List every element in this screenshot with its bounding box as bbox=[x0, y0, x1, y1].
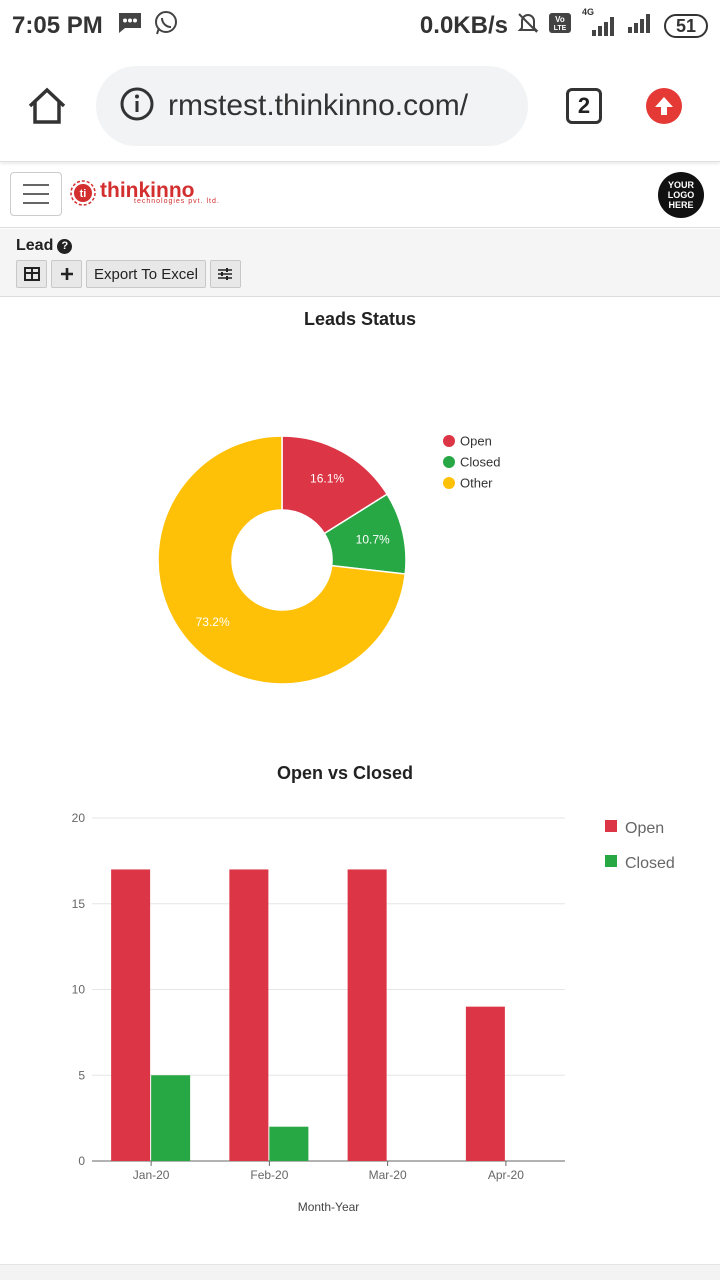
filter-settings-button[interactable] bbox=[209, 260, 241, 288]
x-tick-label: Mar-20 bbox=[369, 1168, 407, 1182]
menu-button[interactable] bbox=[10, 172, 62, 216]
sliders-icon bbox=[218, 268, 233, 280]
legend-label-other[interactable]: Other bbox=[460, 476, 493, 491]
x-tick-label: Apr-20 bbox=[488, 1168, 524, 1182]
brand-sub: technologies pvt. ltd. bbox=[134, 197, 220, 205]
open-vs-closed-title: Open vs Closed bbox=[276, 763, 414, 783]
brand-logo: ti thinkinno technologies pvt. ltd. bbox=[70, 180, 220, 206]
browser-toolbar: rmstest.thinkinno.com/ 2 bbox=[0, 52, 720, 162]
add-lead-button[interactable] bbox=[51, 260, 82, 288]
brand-name: thinkinno bbox=[100, 178, 195, 202]
page-title-text: Lead bbox=[16, 237, 54, 254]
svg-text:Vo: Vo bbox=[555, 15, 565, 24]
legend-marker-open bbox=[605, 820, 617, 832]
x-tick-label: Jan-20 bbox=[133, 1168, 170, 1182]
page-title: Lead ? bbox=[16, 237, 73, 255]
y-tick-label: 5 bbox=[78, 1068, 85, 1082]
bar-closed-feb-20[interactable] bbox=[269, 1126, 309, 1161]
brand-mark-icon: ti bbox=[70, 180, 96, 206]
mute-icon bbox=[516, 11, 540, 42]
page-bottom-strip bbox=[0, 1264, 720, 1280]
app-header: ti thinkinno technologies pvt. ltd. bbox=[0, 166, 720, 228]
legend-label-open[interactable]: Open bbox=[460, 434, 492, 449]
bar-open-jan-20[interactable] bbox=[111, 869, 151, 1161]
help-icon[interactable]: ? bbox=[57, 238, 73, 254]
signal-icon bbox=[626, 10, 656, 43]
pie-value-label: 73.2% bbox=[196, 615, 230, 629]
whatsapp-icon bbox=[153, 10, 179, 43]
legend-marker-closed bbox=[443, 456, 455, 468]
legend-marker-open bbox=[443, 435, 455, 447]
legend-label-closed[interactable]: Closed bbox=[625, 855, 675, 872]
url-text[interactable]: rmstest.thinkinno.com/ bbox=[168, 89, 469, 122]
leads-status-title: Leads Status bbox=[303, 309, 417, 329]
pie-value-label: 16.1% bbox=[310, 472, 344, 486]
pie-slice-open[interactable] bbox=[281, 435, 389, 535]
tab-switcher-button[interactable]: 2 bbox=[566, 88, 602, 124]
update-arrow-icon[interactable] bbox=[646, 88, 682, 124]
y-tick-label: 15 bbox=[72, 897, 86, 911]
pie-slice-other[interactable] bbox=[157, 435, 407, 685]
y-tick-label: 0 bbox=[78, 1154, 85, 1168]
plus-icon bbox=[60, 268, 73, 280]
legend-label-closed[interactable]: Closed bbox=[460, 455, 500, 470]
legend-marker-closed bbox=[605, 855, 617, 867]
volte-icon: Vo LTE bbox=[548, 12, 572, 41]
leads-status-chart: 16.1% 10.7% 73.2% Open Closed Other bbox=[157, 434, 500, 685]
x-tick-label: Feb-20 bbox=[250, 1168, 288, 1182]
status-time: 7:05 PM bbox=[12, 12, 103, 39]
logo-placeholder: YOUR LOGO HERE bbox=[658, 172, 704, 218]
legend-marker-other bbox=[443, 477, 455, 489]
svg-text:LTE: LTE bbox=[554, 25, 567, 32]
x-axis-label: Month-Year bbox=[298, 1200, 360, 1214]
y-tick-label: 20 bbox=[72, 811, 86, 825]
pie-value-label: 10.7% bbox=[356, 532, 390, 546]
bar-closed-jan-20[interactable] bbox=[151, 1075, 191, 1161]
open-vs-closed-chart: 0 5 10 15 20 Jan-20 Feb-20 Mar-20 Apr-20 Month-Ye… bbox=[72, 811, 675, 1214]
address-bar[interactable]: rmstest.thinkinno.com/ bbox=[96, 66, 528, 146]
message-icon bbox=[117, 11, 143, 42]
bar-open-mar-20[interactable] bbox=[347, 869, 387, 1161]
export-excel-button[interactable]: Export To Excel bbox=[86, 260, 206, 288]
home-icon[interactable] bbox=[26, 86, 68, 131]
legend-label-open[interactable]: Open bbox=[625, 820, 664, 837]
net-speed: 0.0KB/s bbox=[419, 12, 508, 39]
svg-text:ti: ti bbox=[80, 188, 87, 200]
info-icon[interactable] bbox=[120, 87, 154, 126]
bar-open-apr-20[interactable] bbox=[465, 1006, 505, 1161]
y-tick-label: 10 bbox=[72, 983, 86, 997]
bar-open-feb-20[interactable] bbox=[229, 869, 269, 1161]
signal-label: 4G bbox=[581, 7, 594, 17]
grid-view-button[interactable] bbox=[16, 260, 47, 288]
page-toolbar: Lead ? Export To Excel bbox=[0, 229, 720, 297]
status-bar: 7:05 PM 0.0KB/s Vo LTE 4G 51 bbox=[0, 0, 720, 52]
table-icon bbox=[23, 267, 40, 281]
battery-indicator: 51 bbox=[663, 14, 708, 38]
signal-4g-icon: 4G bbox=[580, 7, 618, 39]
